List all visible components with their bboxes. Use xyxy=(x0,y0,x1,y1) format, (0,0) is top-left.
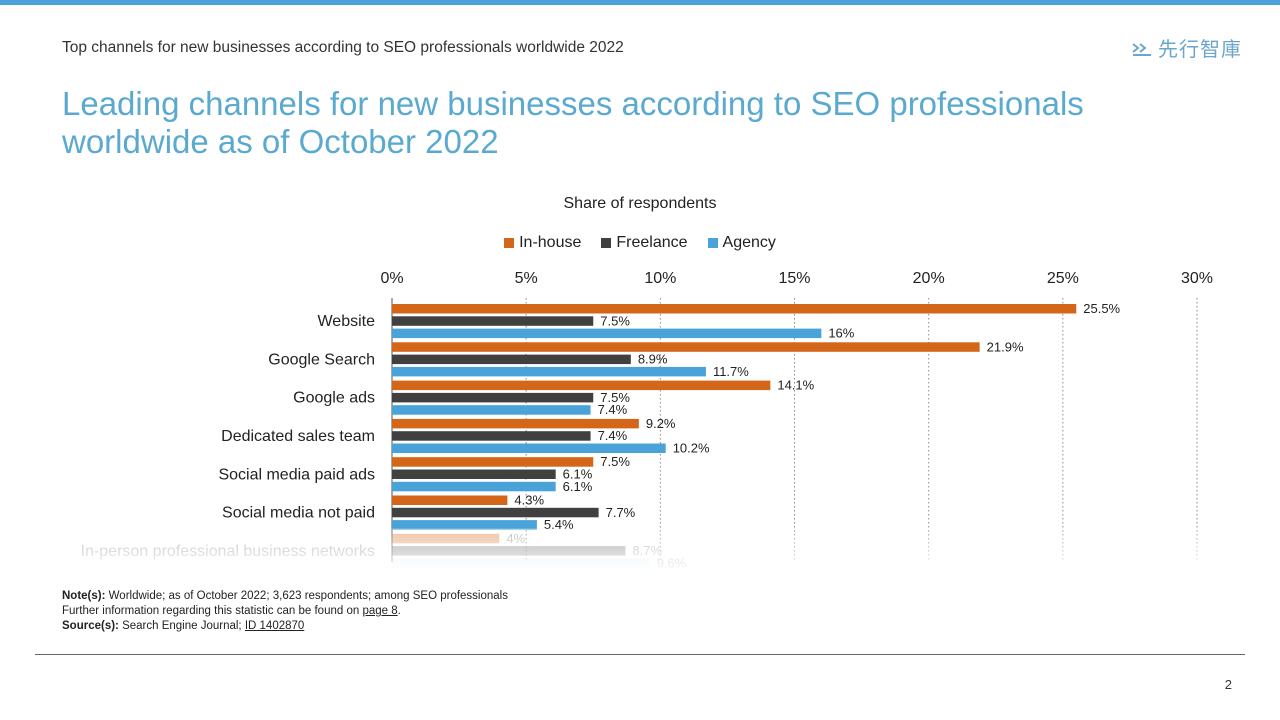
bar-agency xyxy=(392,366,706,377)
x-tick-label: 5% xyxy=(515,270,538,287)
bar-freelance xyxy=(392,546,626,556)
x-tick-label: 0% xyxy=(380,270,403,287)
data-label-freelance: 7.4% xyxy=(598,428,628,443)
bar-agency xyxy=(392,481,556,492)
category-label: Dedicated sales team xyxy=(221,428,375,445)
bar-agency xyxy=(392,558,650,568)
data-label-agency: 11.7% xyxy=(713,364,749,379)
bar-chart: 0% 5% 10% 15% 20% 25% 30% Website 25.5% 7.5% 16% Go… xyxy=(81,270,1213,570)
x-tick-label: 30% xyxy=(1181,270,1213,287)
legend-label-in-house: In-house xyxy=(519,234,582,251)
bar-in-house xyxy=(392,457,594,467)
data-label-in-house: 7.5% xyxy=(600,454,630,469)
data-label-agency: 5.4% xyxy=(544,517,574,532)
bar-freelance xyxy=(392,431,591,441)
bar-freelance xyxy=(392,469,556,479)
footer-divider xyxy=(35,654,1245,655)
data-label-in-house: 14.1% xyxy=(777,378,814,393)
data-label-in-house: 4.3% xyxy=(514,493,544,508)
data-label-freelance: 6.1% xyxy=(563,467,593,482)
page-number: 2 xyxy=(1224,677,1232,692)
brand: 先行智庫 xyxy=(1132,33,1242,62)
note-line: Note(s): Worldwide; as of October 2022; … xyxy=(62,589,508,604)
category-label: Website xyxy=(317,313,375,330)
data-label-agency: 9.6% xyxy=(657,555,687,570)
bar-in-house xyxy=(392,380,771,391)
source-line: Source(s): Search Engine Journal; ID 140… xyxy=(62,619,508,634)
top-accent-bar xyxy=(0,0,1280,5)
bar-in-house xyxy=(392,342,980,352)
further-info-text: Further information regarding this stati… xyxy=(62,605,360,617)
note-text: Worldwide; as of October 2022; 3,623 res… xyxy=(108,590,508,602)
bar-agency xyxy=(392,405,591,415)
notes-block: Note(s): Worldwide; as of October 2022; … xyxy=(62,589,508,634)
legend-label-agency: Agency xyxy=(722,234,776,251)
further-info-line: Further information regarding this stati… xyxy=(62,604,508,619)
category-label: Google Search xyxy=(268,351,375,368)
x-tick-label: 25% xyxy=(1047,270,1079,287)
x-tick-label: 15% xyxy=(778,270,810,287)
data-label-freelance: 7.5% xyxy=(600,313,630,328)
category-label: Google ads xyxy=(293,390,375,407)
statistic-id-link[interactable]: ID 1402870 xyxy=(244,620,305,632)
category-label: In-person professional business networks xyxy=(81,543,375,560)
bar-in-house xyxy=(392,418,639,429)
legend-label-freelance: Freelance xyxy=(616,234,688,251)
page-link[interactable]: page 8 xyxy=(362,605,398,617)
brand-name: 先行智庫 xyxy=(1158,37,1242,61)
data-label-in-house: 21.9% xyxy=(987,339,1024,354)
category-label: Social media paid ads xyxy=(218,466,375,483)
data-label-in-house: 25.5% xyxy=(1083,301,1120,316)
data-label-freelance: 8.9% xyxy=(638,352,668,367)
note-label: Note(s): xyxy=(62,590,106,602)
bar-in-house xyxy=(392,304,1077,314)
bar-agency xyxy=(392,328,822,339)
chart-legend: In-house Freelance Agency xyxy=(0,234,1280,252)
data-label-freelance: 7.5% xyxy=(600,390,630,405)
legend-swatch-agency xyxy=(707,238,718,248)
data-label-agency: 7.4% xyxy=(598,402,628,417)
bar-in-house xyxy=(392,533,500,544)
bar-freelance xyxy=(392,354,631,365)
data-label-in-house: 4% xyxy=(506,531,525,546)
legend-item-freelance: Freelance xyxy=(601,234,688,252)
x-tick-label: 20% xyxy=(913,270,945,287)
data-label-in-house: 9.2% xyxy=(646,416,676,431)
page-subtitle: Top channels for new businesses accordin… xyxy=(62,39,624,56)
data-label-agency: 16% xyxy=(828,326,854,341)
data-label-agency: 6.1% xyxy=(563,479,593,494)
bar-agency xyxy=(392,443,666,453)
bar-in-house xyxy=(392,495,508,505)
legend-swatch-in-house xyxy=(504,238,515,248)
source-label: Source(s): xyxy=(62,620,119,632)
legend-item-agency: Agency xyxy=(707,234,776,252)
legend-item-in-house: In-house xyxy=(504,234,581,252)
category-label: Social media not paid xyxy=(222,505,375,522)
source-text: Search Engine Journal; xyxy=(122,620,242,632)
chart-title: Share of respondents xyxy=(563,195,717,212)
bar-agency xyxy=(392,520,537,530)
further-info-end: . xyxy=(397,605,401,617)
bar-freelance xyxy=(392,316,594,326)
page-title: Leading channels for new businesses acco… xyxy=(62,85,1084,160)
brand-logo-icon xyxy=(1132,42,1151,56)
bar-freelance xyxy=(392,392,594,403)
bar-freelance xyxy=(392,507,599,518)
data-label-agency: 10.2% xyxy=(673,441,710,456)
data-label-freelance: 7.7% xyxy=(606,505,636,520)
legend-swatch-freelance xyxy=(601,238,612,248)
x-tick-label: 10% xyxy=(644,270,676,287)
